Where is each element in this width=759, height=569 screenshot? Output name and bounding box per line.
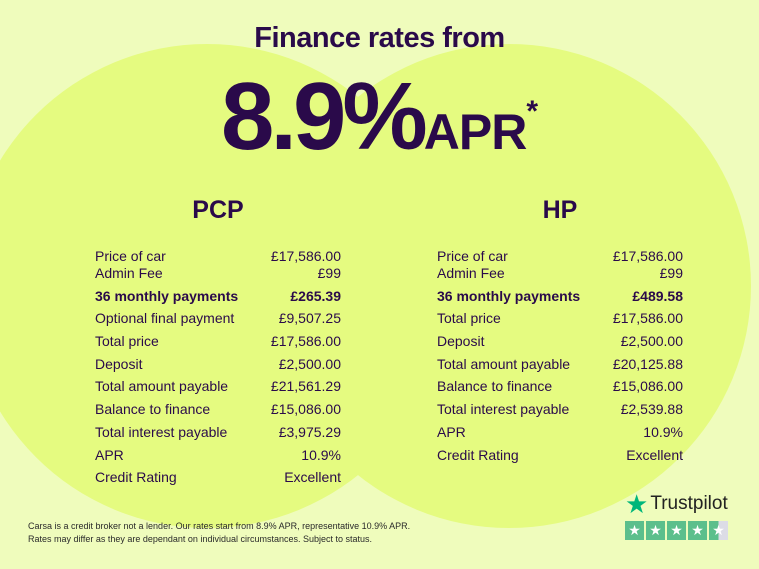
trustpilot-rating: ★ ★ ★ ★ ★: [625, 521, 728, 540]
row-value: £20,125.88: [612, 355, 683, 372]
row-label: 36 monthly payments: [437, 287, 581, 304]
decorative-circle-right: [267, 44, 751, 528]
rating-half-star-icon: ★: [709, 521, 728, 540]
row-value: £2,500.00: [278, 355, 341, 372]
row-value: 10.9%: [301, 446, 341, 463]
row-label: Balance to finance: [95, 401, 211, 418]
row-value: £17,586.00: [270, 333, 341, 350]
rate-banner: 8.9%APR*: [0, 62, 759, 172]
row-label: Deposit: [437, 333, 485, 350]
trustpilot-star-icon: ★: [625, 489, 649, 519]
pcp-heading: PCP: [192, 196, 244, 224]
row-value: £489.58: [632, 287, 683, 304]
trustpilot-label: Trustpilot: [650, 493, 728, 514]
pcp-table: PCP Price of car £17,586.00 Admin Fee £99 36…: [95, 196, 341, 491]
row-value: £15,086.00: [270, 401, 341, 418]
hp-row: Credit Rating Excellent: [437, 446, 683, 469]
row-label: Total amount payable: [95, 378, 229, 395]
row-value: £21,561.29: [270, 378, 341, 395]
pcp-row: Optional final payment £9,507.25: [95, 309, 341, 332]
row-label: Credit Rating: [437, 446, 519, 463]
asterisk: *: [526, 95, 539, 128]
pcp-row: Balance to finance £15,086.00: [95, 400, 341, 423]
row-value: £17,586.00: [270, 248, 341, 264]
row-label: Price of car: [95, 248, 166, 264]
row-value: £99: [317, 265, 341, 281]
row-value: £2,500.00: [620, 333, 683, 350]
hp-row: Admin Fee £99: [437, 264, 683, 287]
row-label: Total price: [95, 333, 159, 350]
hp-heading: HP: [542, 196, 578, 224]
row-value: £17,586.00: [612, 310, 683, 327]
disclaimer: Carsa is a credit broker not a lender. O…: [28, 520, 410, 546]
pcp-row: Total amount payable £21,561.29: [95, 377, 341, 400]
apr-label: APR: [423, 104, 528, 160]
row-value: £15,086.00: [612, 378, 683, 395]
row-label: Total interest payable: [437, 401, 570, 418]
row-label: APR: [437, 423, 466, 440]
row-value: £2,539.88: [620, 401, 683, 418]
hp-row: Total price £17,586.00: [437, 309, 683, 332]
row-label: Admin Fee: [95, 265, 163, 281]
hp-row: APR 10.9%: [437, 423, 683, 446]
hp-row: Deposit £2,500.00: [437, 332, 683, 355]
row-value: £17,586.00: [612, 248, 683, 264]
row-label: Total amount payable: [437, 355, 571, 372]
headline: Finance rates from: [254, 22, 505, 54]
pcp-row: Credit Rating Excellent: [95, 468, 341, 491]
pcp-row: Admin Fee £99: [95, 264, 341, 287]
row-label: Admin Fee: [437, 265, 505, 281]
hp-row: Total amount payable £20,125.88: [437, 355, 683, 378]
row-value: £3,975.29: [278, 423, 341, 440]
pcp-row: Deposit £2,500.00: [95, 355, 341, 378]
row-label: Price of car: [437, 248, 508, 264]
hp-row: Price of car £17,586.00: [437, 247, 683, 264]
row-label: Balance to finance: [437, 378, 553, 395]
row-label: Deposit: [95, 355, 143, 372]
rating-star-icon: ★: [688, 521, 707, 540]
trustpilot-badge[interactable]: ★ Trustpilot ★ ★ ★ ★ ★: [625, 489, 728, 540]
rating-star-icon: ★: [667, 521, 686, 540]
row-label: APR: [95, 446, 124, 463]
row-value: Excellent: [284, 469, 341, 486]
rating-star-icon: ★: [646, 521, 665, 540]
hp-row: 36 monthly payments £489.58: [437, 287, 683, 310]
rating-star-icon: ★: [625, 521, 644, 540]
pcp-row: Price of car £17,586.00: [95, 247, 341, 264]
row-label: Total price: [437, 310, 501, 327]
row-value: Excellent: [626, 446, 683, 463]
hp-row: Total interest payable £2,539.88: [437, 400, 683, 423]
row-value: 10.9%: [643, 423, 683, 440]
disclaimer-line-2: Rates may differ as they are dependant o…: [28, 534, 373, 544]
row-label: Total interest payable: [95, 423, 228, 440]
disclaimer-line-1: Carsa is a credit broker not a lender. O…: [28, 521, 411, 531]
pcp-row: 36 monthly payments £265.39: [95, 287, 341, 310]
pcp-row: Total interest payable £3,975.29: [95, 423, 341, 446]
pcp-row: APR 10.9%: [95, 446, 341, 469]
pcp-row: Total price £17,586.00: [95, 332, 341, 355]
row-value: £99: [659, 265, 683, 281]
hp-row: Balance to finance £15,086.00: [437, 377, 683, 400]
row-label: Optional final payment: [95, 310, 235, 327]
rate-value: 8.9%: [220, 63, 428, 170]
hp-table: HP Price of car £17,586.00 Admin Fee £99 36 …: [437, 196, 683, 468]
row-value: £265.39: [290, 287, 341, 304]
row-label: Credit Rating: [95, 469, 177, 486]
row-label: 36 monthly payments: [95, 287, 239, 304]
row-value: £9,507.25: [278, 310, 341, 327]
